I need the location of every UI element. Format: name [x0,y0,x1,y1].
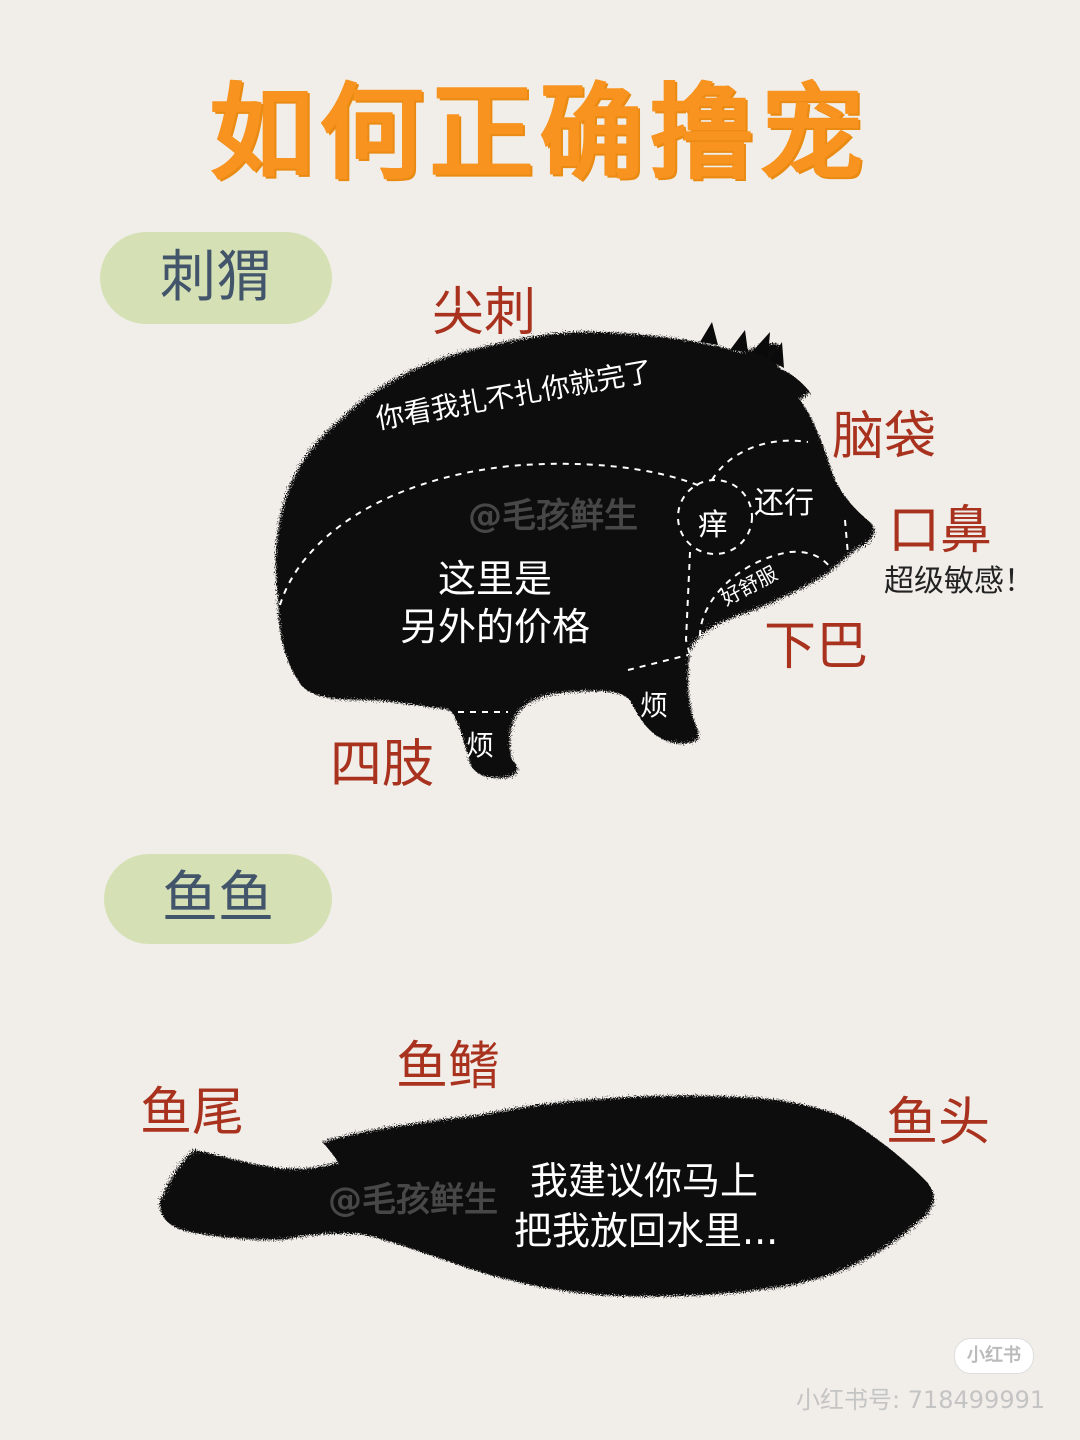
label-fin: 鱼鳍 [396,1037,501,1097]
fish-body-line2: 把我放回水里... [514,1209,779,1253]
footer-id-text: 小红书号: 718499991 [796,1386,1046,1414]
zone-head-text: 还行 [754,486,814,521]
fish-body-line1: 我建议你马上 [530,1159,759,1203]
hedgehog-silhouette [275,322,875,778]
fish-silhouette [159,1095,934,1297]
label-tail: 鱼尾 [140,1083,245,1143]
page-title: 如何正确撸宠 [209,72,870,194]
watermark-fish: @毛孩鲜生 [328,1180,498,1220]
zone-back-leg-text: 烦 [466,729,495,762]
section-label-hedgehog: 刺猬 [100,232,332,324]
front-leg-line [627,654,689,671]
head-zone-line [711,439,809,481]
back-zone-line [279,462,701,606]
xiaohongshu-badge: 小红书 [954,1338,1034,1374]
hedgehog-zone-lines [279,439,849,713]
label-limbs: 四肢 [330,735,435,795]
label-head: 脑袋 [832,407,937,467]
zone-front-leg-text: 烦 [640,689,669,722]
chin-zone-line [699,550,833,637]
section-label-fish: 鱼鱼 [104,854,332,944]
itchy-zone-circle [677,479,753,555]
label-chin: 下巴 [764,617,869,677]
zone-body-line2: 另外的价格 [399,605,590,649]
mouth-nose-note: 超级敏感！ [884,564,1034,599]
label-fish-head: 鱼头 [886,1093,991,1153]
label-spikes: 尖刺 [432,283,537,343]
zone-body-line1: 这里是 [437,557,552,601]
neck-zone-line [684,551,691,656]
label-mouth-nose: 口鼻 [888,501,993,561]
face-zone-line [844,519,849,556]
watermark-hedgehog: @毛孩鲜生 [468,496,638,536]
zone-itchy-text: 痒 [698,508,728,543]
